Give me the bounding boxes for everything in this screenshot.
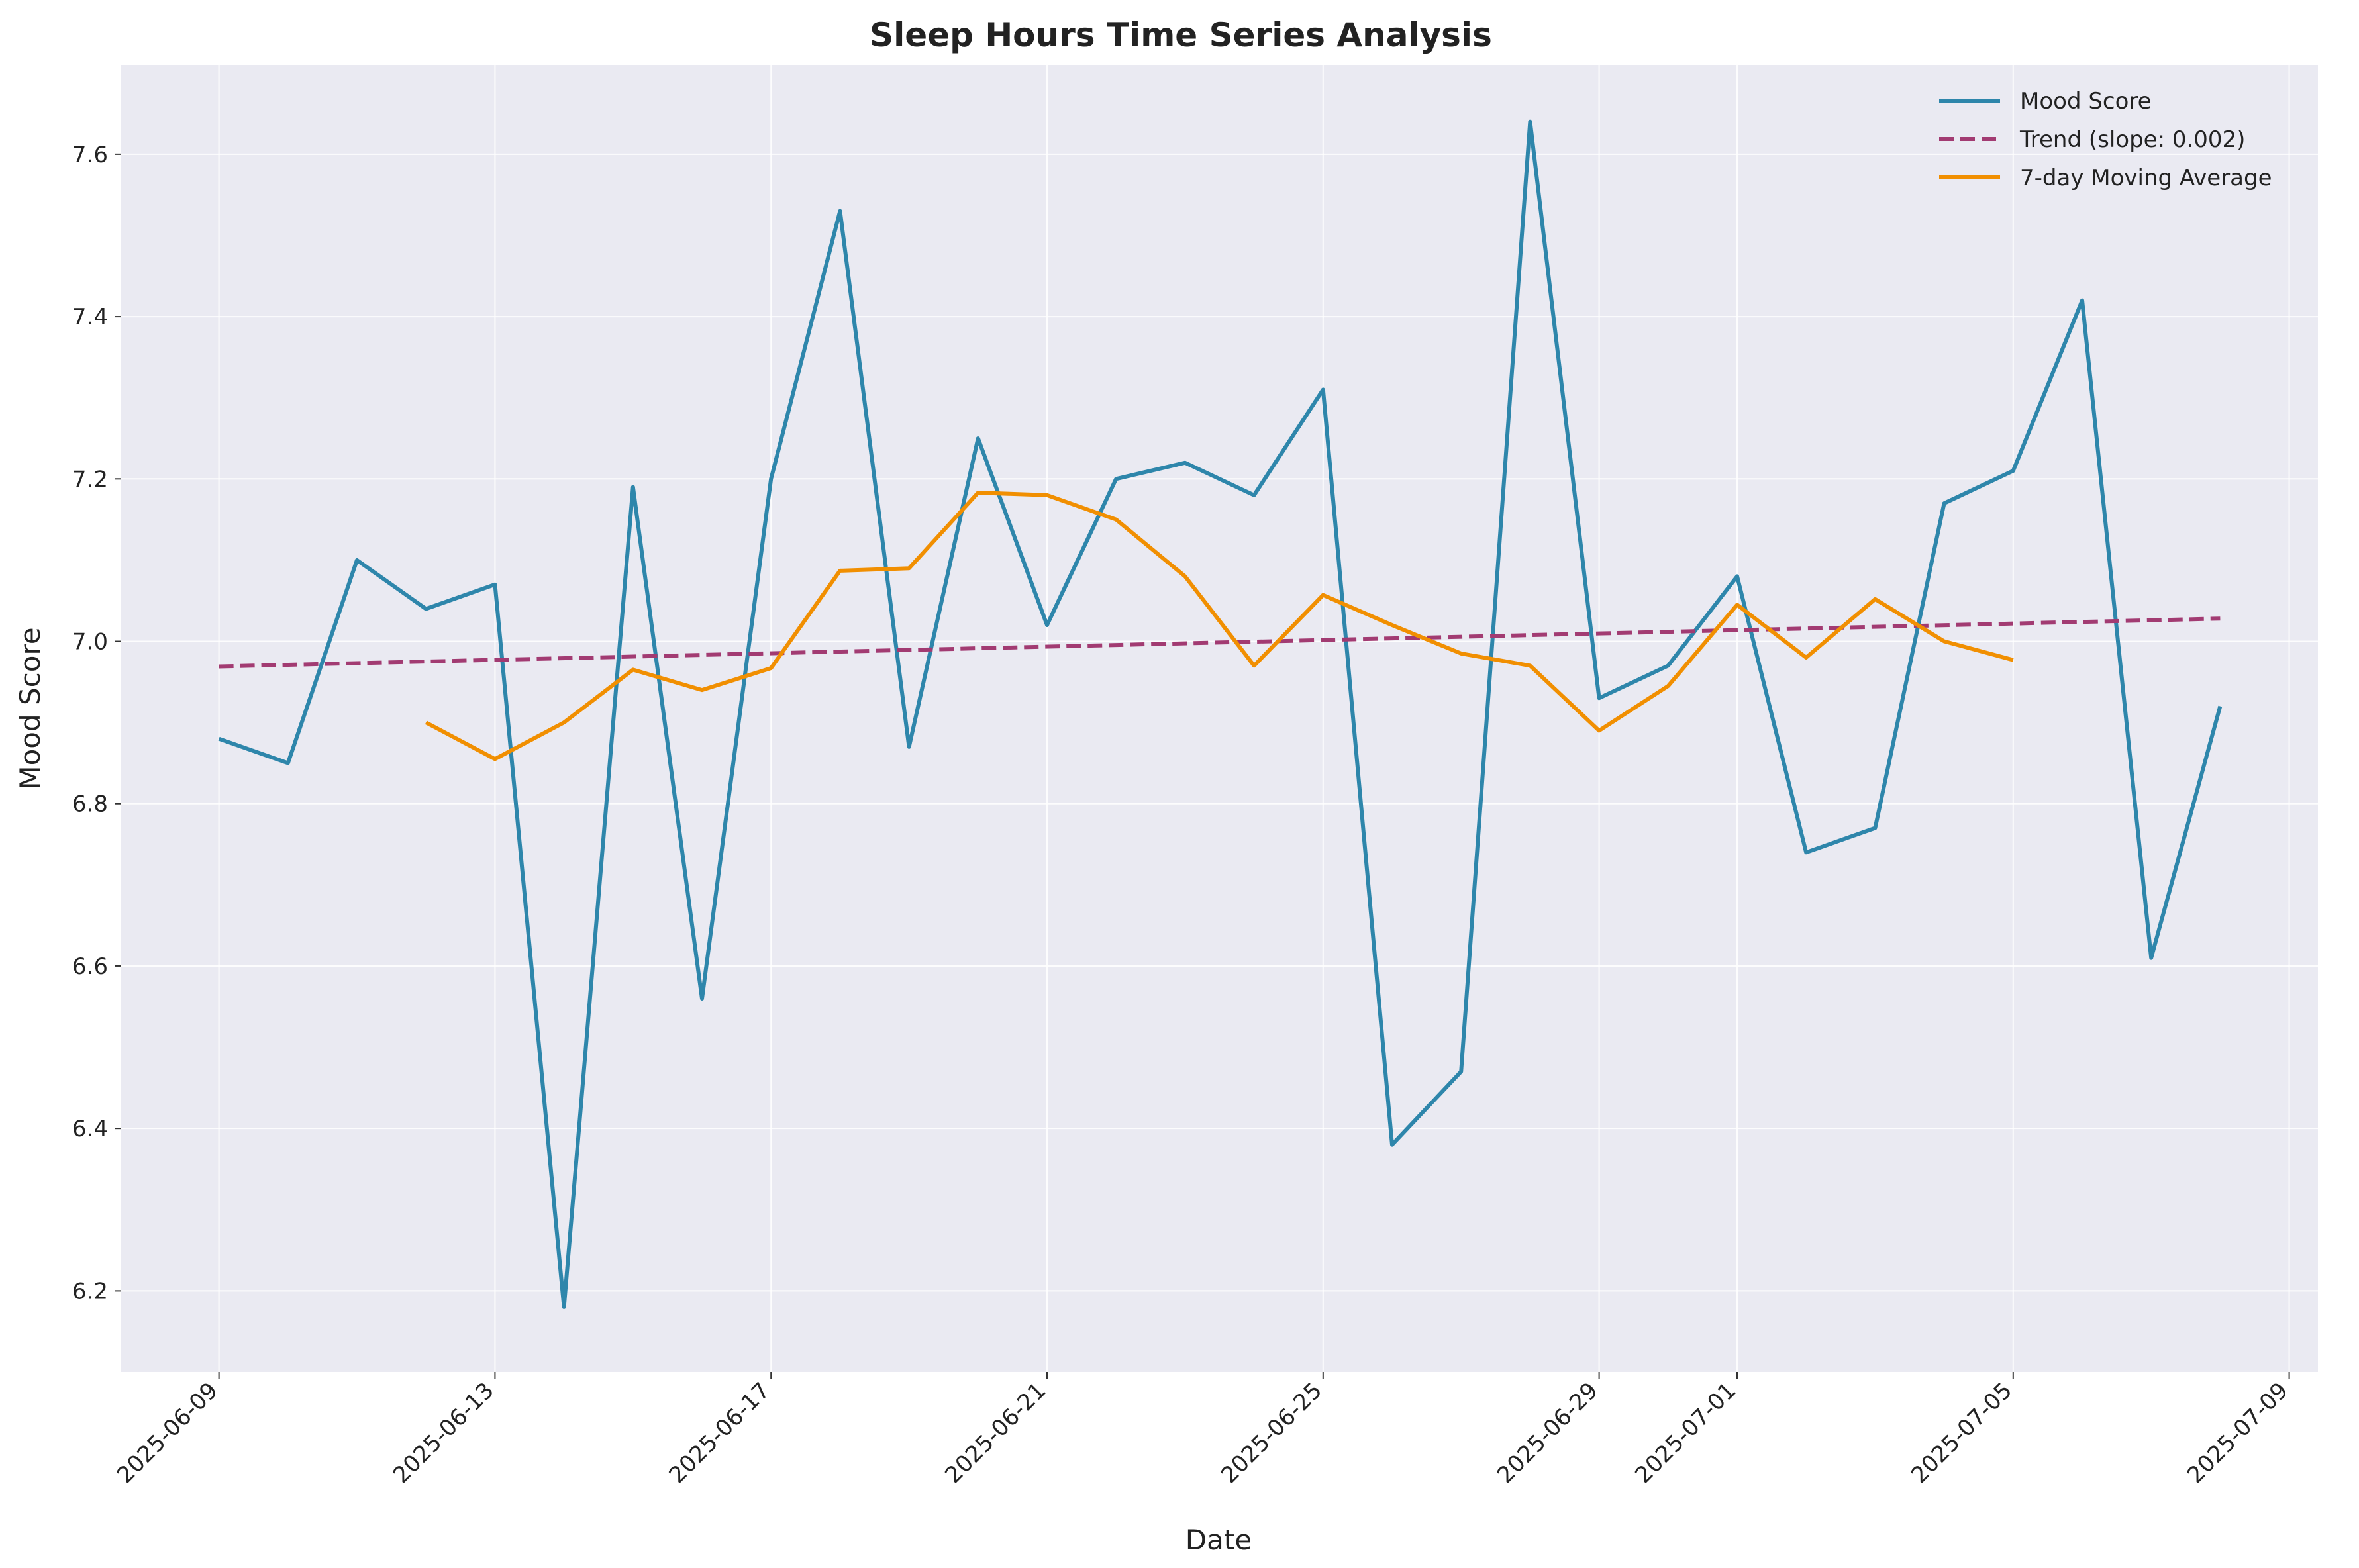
- legend-label-1: Trend (slope: 0.002): [2019, 126, 2245, 153]
- y-tick-label: 6.8: [72, 791, 108, 818]
- series-line-1: [219, 616, 2221, 669]
- y-tick-label: 7.0: [72, 629, 108, 656]
- grid-layer: [121, 65, 2318, 1372]
- y-tick-label: 7.2: [72, 466, 108, 493]
- y-tick-label: 6.2: [72, 1278, 108, 1304]
- series-layer: [218, 119, 2223, 1309]
- y-tick-label: 7.4: [72, 304, 108, 330]
- chart-title: Sleep Hours Time Series Analysis: [870, 16, 1492, 54]
- y-tick-label: 6.4: [72, 1116, 108, 1142]
- series-line-0: [218, 119, 2223, 1309]
- x-axis-label: Date: [1185, 1524, 1252, 1556]
- legend-label-0: Mood Score: [2020, 88, 2152, 115]
- y-tick-label: 7.6: [72, 142, 108, 168]
- y-axis-label: Mood Score: [14, 627, 46, 789]
- legend: Mood Score Trend (slope: 0.002) 7-day Movi…: [1939, 88, 2272, 191]
- legend-label-2: 7-day Moving Average: [2020, 165, 2272, 191]
- plot-area: [121, 65, 2318, 1372]
- series-line-2: [425, 491, 2014, 761]
- y-tick-label: 6.6: [72, 954, 108, 980]
